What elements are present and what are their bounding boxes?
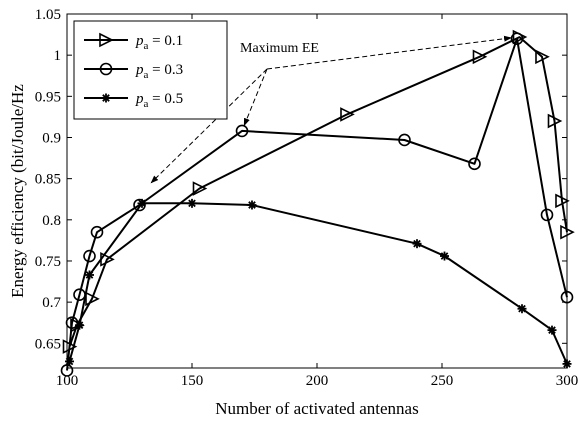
annotation-arrow bbox=[243, 68, 268, 127]
data-point bbox=[75, 320, 84, 330]
data-point bbox=[472, 49, 488, 65]
annotation-arrow bbox=[150, 68, 268, 184]
data-point bbox=[133, 198, 146, 212]
legend-entry: pa = 0.5 bbox=[84, 91, 183, 110]
x-tick-label: 200 bbox=[306, 373, 329, 389]
legend-label: pa = 0.3 bbox=[135, 62, 183, 81]
data-point bbox=[85, 270, 94, 280]
y-tick-label: 0.9 bbox=[42, 130, 61, 146]
data-point bbox=[540, 208, 554, 222]
y-tick-label: 0.8 bbox=[42, 213, 61, 229]
legend: pa = 0.1 pa = 0.3 pa = 0.5 bbox=[73, 20, 228, 120]
y-tick-label: 1.05 bbox=[35, 7, 61, 23]
axis-ticks: 100 150 200 250 300 0.65 0.7 0.75 0.8 0.85 0.9 0.95… bbox=[35, 7, 578, 389]
series-3 bbox=[65, 198, 572, 369]
legend-marker bbox=[99, 62, 113, 76]
data-point bbox=[85, 291, 100, 307]
data-point bbox=[187, 198, 197, 208]
y-tick-label: 0.85 bbox=[35, 172, 61, 188]
data-point bbox=[398, 133, 411, 147]
data-point bbox=[468, 157, 481, 171]
data-point bbox=[90, 225, 104, 239]
legend-label: pa = 0.1 bbox=[135, 33, 183, 52]
data-point bbox=[235, 124, 249, 138]
legend-marker bbox=[99, 32, 114, 48]
data-point bbox=[560, 290, 574, 304]
data-point bbox=[535, 49, 550, 65]
x-tick-label: 300 bbox=[556, 373, 578, 389]
x-tick-label: 150 bbox=[181, 373, 204, 389]
data-point bbox=[192, 181, 208, 196]
data-point bbox=[555, 193, 570, 209]
data-point bbox=[137, 198, 147, 208]
data-point bbox=[440, 251, 449, 261]
annotation: Maximum EE bbox=[150, 35, 513, 184]
y-axis-label: Energy efficiency (bit/Joule/Hz bbox=[8, 84, 27, 298]
legend-label: pa = 0.5 bbox=[135, 91, 183, 110]
x-axis-label: Number of activated antennas bbox=[215, 399, 418, 418]
data-point bbox=[340, 107, 355, 122]
annotation-arrow bbox=[266, 35, 513, 70]
annotation-text: Maximum EE bbox=[240, 41, 319, 56]
y-tick-label: 0.65 bbox=[35, 336, 61, 352]
y-tick-label: 1 bbox=[54, 48, 62, 64]
data-point bbox=[247, 200, 257, 210]
data-point bbox=[412, 239, 422, 249]
data-point bbox=[510, 32, 524, 45]
data-point bbox=[65, 356, 74, 366]
legend-entry: pa = 0.1 bbox=[84, 32, 183, 52]
data-point bbox=[83, 249, 96, 263]
y-tick-label: 0.95 bbox=[35, 89, 61, 105]
data-point bbox=[547, 325, 557, 335]
data-point bbox=[517, 304, 527, 314]
x-tick-label: 100 bbox=[56, 373, 79, 389]
y-tick-label: 0.75 bbox=[35, 254, 61, 270]
legend-entry: pa = 0.3 bbox=[84, 62, 183, 81]
data-point bbox=[547, 113, 563, 129]
data-point bbox=[560, 224, 575, 240]
annotations: Maximum EE bbox=[150, 35, 513, 184]
x-tick-label: 250 bbox=[431, 373, 454, 389]
legend-marker bbox=[101, 93, 111, 103]
y-tick-label: 0.7 bbox=[42, 295, 61, 311]
